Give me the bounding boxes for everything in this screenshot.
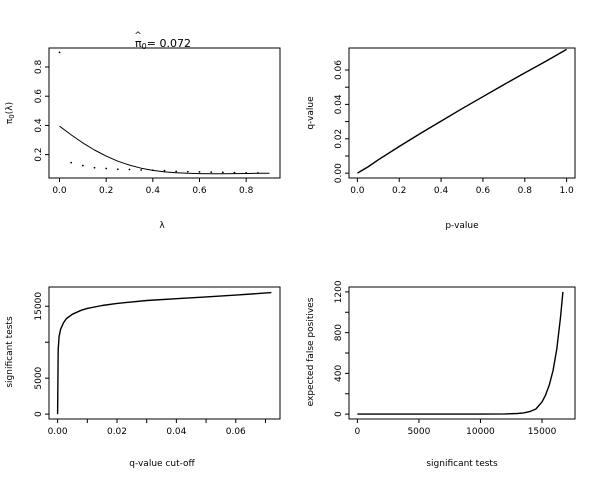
x-tick-label: 0.6 (476, 186, 491, 196)
y-tick-label: 0 (34, 411, 44, 417)
smoothed-curve (59, 125, 270, 175)
data-point (175, 170, 178, 173)
data-point (186, 170, 189, 173)
x-tick-label: 5000 (407, 427, 430, 437)
y-tick-label: 0.00 (334, 163, 344, 183)
plot-box (348, 47, 576, 179)
y-axis: 0 400 800 1200 (334, 280, 349, 417)
data-point (163, 169, 166, 172)
data-point (93, 166, 96, 169)
data-point (233, 171, 236, 174)
y-axis-label: expected false positives (306, 297, 316, 406)
panel-false-positives: 0 5000 10000 15000 0 400 800 1200 significant … (306, 280, 576, 469)
data-point (81, 164, 84, 167)
y-tick-label: 0.4 (34, 118, 44, 133)
x-tick-label: 10000 (466, 427, 495, 437)
y-tick-label: 0.6 (34, 89, 44, 104)
x-axis: 0 5000 10000 15000 (355, 419, 557, 437)
plot-box (48, 286, 281, 420)
x-tick-label: 0.2 (392, 186, 406, 196)
y-tick-label: 400 (334, 365, 344, 382)
panel-significant-qcutoff: 0.00 0.02 0.04 0.06 0 5000 15000 q-value cut-… (5, 286, 281, 469)
x-axis-label: λ (159, 221, 165, 231)
data-marks (357, 291, 564, 415)
x-tick-label: 15000 (528, 427, 557, 437)
y-axis-label: significant tests (5, 316, 15, 388)
y-axis: 0 5000 15000 (34, 292, 49, 417)
x-tick-label: 0.0 (350, 186, 365, 196)
y-tick-label: 5000 (34, 366, 44, 389)
y-tick-label: 0.02 (334, 129, 344, 149)
data-point (210, 171, 213, 174)
plot-box (48, 47, 281, 179)
x-axis-label: significant tests (426, 459, 498, 469)
data-point (221, 171, 224, 174)
x-axis: 0.0 0.2 0.4 0.6 0.8 (52, 178, 254, 196)
y-tick-label: 800 (334, 324, 344, 341)
data-marks (357, 48, 567, 174)
x-tick-label: 0.4 (146, 186, 161, 196)
x-axis-label: q-value cut-off (129, 459, 195, 469)
chart-title: π0= 0.072 (135, 37, 191, 51)
y-tick-label: 0.8 (34, 60, 44, 75)
y-tick-label: 0.04 (334, 94, 344, 114)
y-tick-label: 0.2 (34, 147, 44, 161)
y-axis: 0.00 0.02 0.04 0.06 (334, 60, 349, 183)
data-marks (58, 51, 270, 175)
y-tick-label: 1200 (334, 280, 344, 303)
x-tick-label: 0.0 (52, 186, 67, 196)
series-line (56, 291, 272, 415)
data-point (116, 168, 119, 171)
x-tick-label: 1.0 (559, 186, 574, 196)
x-tick-label: 0.04 (166, 427, 186, 437)
x-tick-label: 0 (355, 427, 361, 437)
y-axis-label: π0(λ) (5, 102, 16, 124)
data-marks (56, 291, 272, 415)
x-tick-label: 0.8 (518, 186, 533, 196)
data-point (105, 167, 108, 170)
y-axis: 0.2 0.4 0.6 0.8 (34, 60, 49, 162)
series-line (357, 48, 567, 174)
x-tick-label: 0.6 (192, 186, 207, 196)
x-axis-label: p-value (445, 221, 479, 231)
y-tick-label: 15000 (34, 292, 44, 321)
x-tick-label: 0.2 (99, 186, 113, 196)
x-axis: 0.00 0.02 0.04 0.06 (48, 419, 266, 437)
y-tick-label: 0.06 (334, 60, 344, 80)
x-tick-label: 0.8 (239, 186, 254, 196)
y-axis-label: q-value (306, 96, 316, 130)
data-point (198, 170, 201, 173)
x-axis: 0.0 0.2 0.4 0.6 0.8 1.0 (350, 178, 574, 196)
panel-pi0-lambda: 0.0 0.2 0.4 0.6 0.8 0.2 0.4 0.6 0.8 π0= 0.072 ^… (5, 31, 281, 231)
x-tick-label: 0.06 (226, 427, 246, 437)
data-point (58, 51, 61, 54)
x-tick-label: 0.02 (107, 427, 127, 437)
data-point (140, 169, 143, 171)
plot-box (348, 286, 576, 420)
data-point (128, 168, 131, 171)
title-hat: ^ (134, 31, 142, 41)
x-tick-label: 0.4 (434, 186, 449, 196)
y-tick-label: 0 (334, 411, 344, 417)
data-point (70, 161, 73, 164)
series-line (357, 291, 564, 415)
x-tick-label: 0.00 (48, 427, 68, 437)
panel-qvalue-pvalue: 0.0 0.2 0.4 0.6 0.8 1.0 0.00 0.02 0.04 0.06 p-va… (306, 47, 576, 231)
